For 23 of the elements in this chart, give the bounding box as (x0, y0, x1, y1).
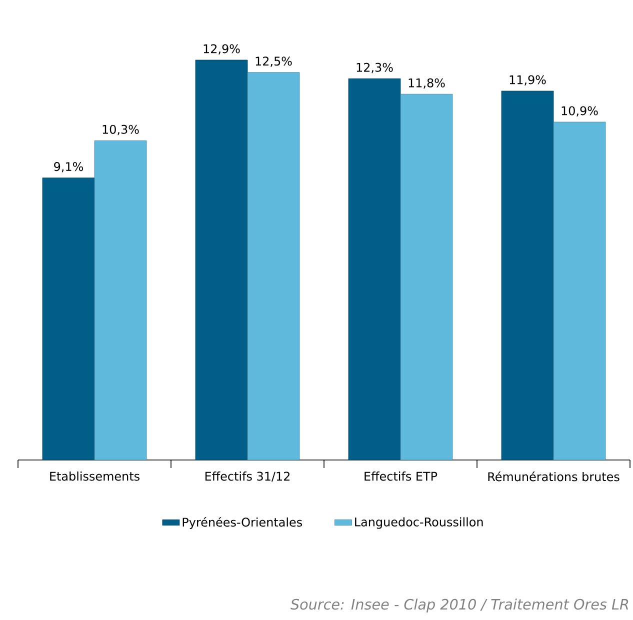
bar (42, 178, 95, 460)
data-label: 9,1% (54, 162, 84, 172)
data-label: 12,5% (256, 56, 292, 67)
bar (348, 78, 401, 460)
bar (195, 60, 248, 460)
x-tick-label: Effectifs 31/12 (205, 471, 290, 482)
bar (247, 72, 300, 460)
bar (553, 122, 606, 460)
data-label: 12,3% (356, 62, 393, 74)
data-label: 10,9% (562, 106, 598, 116)
data-label: 12,9% (204, 44, 240, 54)
bar (501, 90, 554, 460)
data-label: 11,9% (510, 75, 546, 86)
data-label: 11,8% (408, 78, 445, 89)
x-tick-label: Effectifs ETP (364, 471, 438, 481)
x-tick-label: Etablissements (50, 471, 140, 481)
bar (94, 140, 147, 460)
source-note: Source: Insee - Clap 2010 / Traitement Ores LR (290, 598, 628, 612)
legend-label: Languedoc-Roussillon (355, 517, 483, 529)
x-tick-label: Rémunérations brutes (488, 471, 620, 482)
legend-label: Pyrénées-Orientales (182, 516, 302, 530)
bar (400, 94, 453, 460)
data-label: 10,3% (102, 124, 139, 136)
